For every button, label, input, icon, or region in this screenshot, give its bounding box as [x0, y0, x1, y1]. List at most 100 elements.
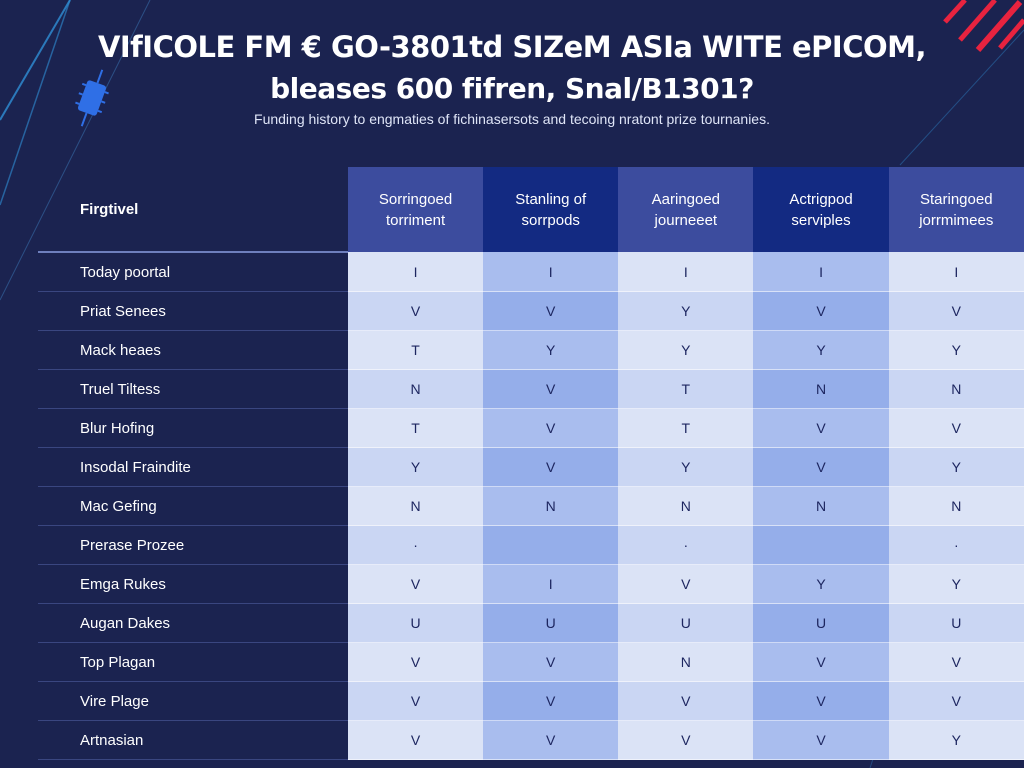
column-header-text: jorrmimees	[919, 211, 994, 229]
table-cell: Y	[888, 720, 1024, 760]
table-cell: N	[753, 369, 889, 409]
table-cell: V	[483, 408, 619, 448]
table-cell: Y	[618, 330, 754, 370]
row-label: Truel Tiltess	[38, 369, 348, 409]
table-cell: Y	[888, 447, 1024, 487]
table-cell: Y	[347, 447, 484, 487]
column-header-text: Stanling of	[515, 190, 587, 208]
table-row: Artnasian V V V V Y	[38, 720, 1024, 760]
table-cell: V	[347, 720, 484, 760]
row-label: Emga Rukes	[38, 564, 348, 604]
table-cell: V	[483, 642, 619, 682]
table-body: Today poortal I I I I I Priat Senees V V Y V V Mack …	[38, 252, 1024, 760]
table-cell: U	[347, 603, 484, 643]
table-cell: I	[347, 252, 484, 292]
table-row: Augan Dakes U U U U U	[38, 603, 1024, 643]
corner-header: Firgtivel	[38, 167, 348, 253]
row-label: Today poortal	[38, 252, 348, 292]
table-cell: V	[483, 720, 619, 760]
table-cell: V	[483, 447, 619, 487]
table-cell: Y	[618, 291, 754, 331]
table-cell: V	[483, 291, 619, 331]
table-cell: N	[347, 369, 484, 409]
column-header-1: Sorringoed torriment	[347, 167, 484, 252]
table-cell: V	[483, 681, 619, 721]
column-header-text: serviples	[791, 211, 851, 229]
column-header-text: torriment	[385, 211, 446, 229]
table-cell: U	[483, 603, 619, 643]
table-row: Mack heaes T Y Y Y Y	[38, 330, 1024, 370]
column-header-text: Aaringoed	[651, 190, 721, 208]
table-cell: V	[347, 564, 484, 604]
table-cell: V	[753, 447, 889, 487]
table-cell: Y	[888, 330, 1024, 370]
table-row: Today poortal I I I I I	[38, 252, 1024, 292]
table-cell: U	[888, 603, 1024, 643]
chart-subtitle: Funding history to engmaties of fichinas…	[254, 111, 770, 127]
column-header-4: Actrigpod serviples	[753, 167, 889, 252]
row-label: Blur Hofing	[38, 408, 348, 448]
table-cell: N	[483, 486, 619, 526]
table-cell: N	[347, 486, 484, 526]
chart-title-line-1: VIfICOLE FM € GO-3801td SIZeM ASIa WITE …	[97, 30, 927, 64]
table-cell: N	[753, 486, 889, 526]
column-header-text: Sorringoed	[378, 190, 453, 208]
table-cell: V	[753, 720, 889, 760]
table-cell: V	[618, 720, 754, 760]
table-cell: Y	[618, 447, 754, 487]
row-label: Insodal Fraindite	[38, 447, 348, 487]
table-cell: ·	[888, 525, 1024, 565]
table-cell: ·	[618, 525, 754, 565]
table-cell: V	[753, 408, 889, 448]
table-cell: N	[888, 486, 1024, 526]
table-row: Prerase Prozee · · ·	[38, 525, 1024, 565]
table-cell: V	[753, 291, 889, 331]
comparison-table: Firgtivel Sorringoed torriment Stanling of…	[38, 167, 1024, 760]
row-label: Top Plagan	[38, 642, 348, 682]
table-row: Emga Rukes V I V Y Y	[38, 564, 1024, 604]
table-cell: V	[347, 681, 484, 721]
table-cell: U	[753, 603, 889, 643]
row-label: Vire Plage	[38, 681, 348, 721]
column-header-3: Aaringoed journeeet	[618, 167, 754, 252]
row-label: Augan Dakes	[38, 603, 348, 643]
table-cell: I	[753, 252, 889, 292]
table-cell: V	[483, 369, 619, 409]
table-cell: I	[483, 564, 619, 604]
table-cell: ·	[347, 525, 484, 565]
column-header-text: Actrigpod	[789, 190, 853, 208]
table-row: Insodal Fraindite Y V Y V Y	[38, 447, 1024, 487]
column-header-5: Staringoed jorrmimees	[888, 167, 1024, 252]
table-row: Truel Tiltess N V T N N	[38, 369, 1024, 409]
table-cell: U	[618, 603, 754, 643]
table-cell: V	[347, 642, 484, 682]
table-cell: T	[347, 408, 484, 448]
table-cell: N	[888, 369, 1024, 409]
table-cell: N	[618, 486, 754, 526]
table-header-row: Firgtivel Sorringoed torriment Stanling of…	[38, 167, 1024, 253]
table-cell: V	[888, 408, 1024, 448]
row-label: Priat Senees	[38, 291, 348, 331]
red-streaks-decoration	[943, 0, 1024, 52]
table-cell: V	[888, 291, 1024, 331]
table-cell: T	[347, 330, 484, 370]
chart-title-line-2: bleases 600 fifren, Snal/B1301?	[270, 72, 754, 105]
row-label: Mack heaes	[38, 330, 348, 370]
column-header-text: Staringoed	[920, 190, 993, 208]
table-cell: T	[618, 369, 754, 409]
table-cell: V	[618, 681, 754, 721]
row-label: Mac Gefing	[38, 486, 348, 526]
table-cell	[753, 525, 889, 565]
table-cell: V	[347, 291, 484, 331]
column-header-2: Stanling of sorrpods	[483, 167, 619, 252]
column-header-text: journeeet	[654, 211, 718, 229]
column-header-text: sorrpods	[521, 211, 580, 229]
table-cell: Y	[483, 330, 619, 370]
table-cell: I	[483, 252, 619, 292]
table-row: Blur Hofing T V T V V	[38, 408, 1024, 448]
table-cell: V	[753, 642, 889, 682]
table-cell	[483, 525, 619, 565]
table-cell: N	[618, 642, 754, 682]
row-label: Artnasian	[38, 720, 348, 760]
